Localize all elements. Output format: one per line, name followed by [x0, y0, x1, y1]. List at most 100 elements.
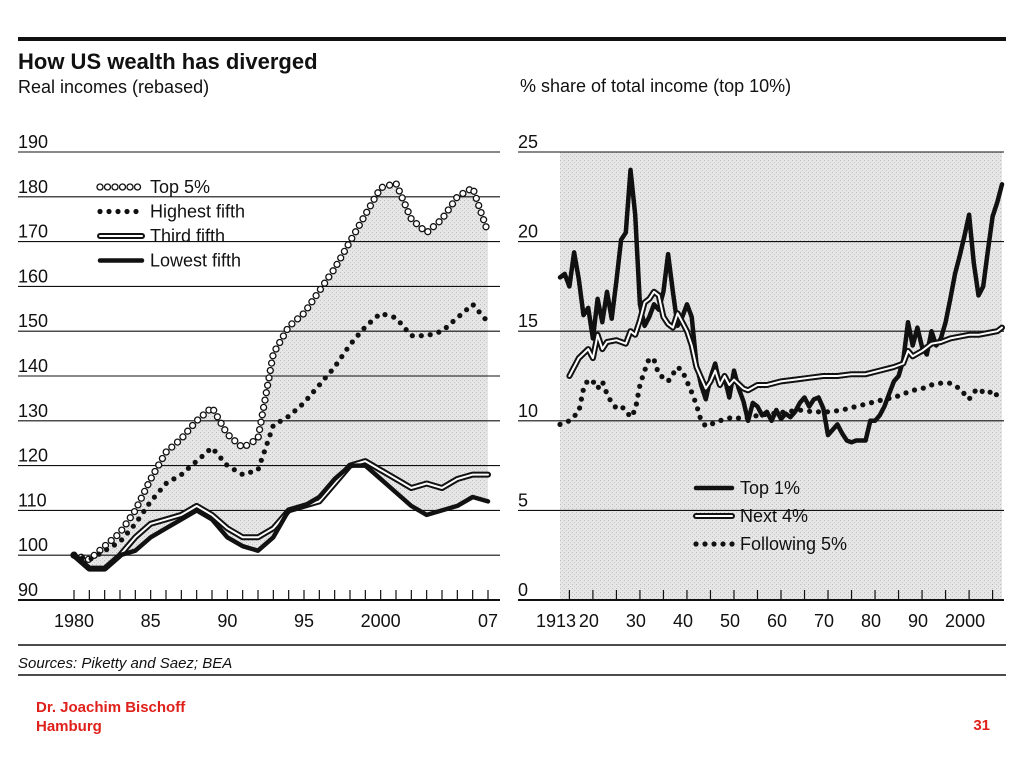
- right-chart-legend-label: Top 1%: [740, 478, 800, 498]
- right-chart-following-5pct-point: [633, 401, 640, 407]
- right-chart-subtitle: % share of total income (top 10%): [520, 76, 791, 96]
- left-chart-highest-fifth-point: [457, 313, 463, 319]
- left-chart-legend-item-lowest-fifth: Lowest fifth: [97, 251, 241, 271]
- left-chart-highest-fifth-point: [264, 440, 270, 446]
- left-chart-top-5pct-point: [231, 437, 239, 445]
- right-chart-x-tick-label: 30: [626, 611, 646, 631]
- left-chart-highest-fifth-point: [218, 455, 224, 461]
- left-chart-top-5pct-point: [257, 418, 265, 426]
- right-chart-following-5pct-point: [886, 395, 892, 401]
- left-chart-legend-swatch-highest-fifth-point: [133, 208, 139, 215]
- left-chart-highest-fifth-point: [277, 418, 283, 424]
- right-chart-following-5pct-point: [681, 372, 687, 378]
- left-chart-highest-fifth-point: [130, 523, 136, 529]
- left-chart-highest-fifth-point: [316, 382, 323, 388]
- left-chart-top-5pct-point: [236, 442, 245, 450]
- right-chart-y-tick-label: 10: [518, 401, 538, 421]
- left-chart-top-5pct-point: [440, 212, 448, 220]
- right-chart-following-5pct-point: [557, 421, 563, 427]
- right-chart-legend-swatch-following-5pct-point: [711, 541, 717, 547]
- right-chart-following-5pct-point: [961, 390, 967, 396]
- left-chart-top-5pct-point: [184, 427, 192, 435]
- left-chart-highest-fifth-point: [206, 447, 212, 454]
- left-chart-top-5pct-point: [113, 531, 121, 540]
- left-chart-top-5pct-point: [188, 421, 197, 430]
- right-chart-legend-item-following-5pct: Following 5%: [693, 534, 847, 554]
- right-chart-following-5pct-point: [868, 400, 875, 406]
- left-chart-legend-label: Lowest fifth: [150, 251, 241, 271]
- left-chart-legend-label: Top 5%: [150, 177, 210, 197]
- right-chart-following-5pct-point: [744, 415, 750, 421]
- left-chart-highest-fifth-point: [349, 339, 355, 345]
- left-chart-y-tick-label: 180: [18, 177, 48, 197]
- left-chart-highest-fifth-point: [141, 508, 147, 515]
- right-chart-following-5pct-point: [780, 409, 786, 415]
- right-chart-following-5pct-point: [645, 358, 651, 364]
- left-chart-x-tick-label: 85: [141, 611, 161, 631]
- right-chart-y-tick-label: 25: [518, 132, 538, 152]
- right-chart-following-5pct-point: [702, 422, 708, 428]
- left-chart-top-5pct-point: [210, 406, 218, 414]
- right-chart-following-5pct-point: [603, 389, 609, 395]
- right-chart-following-5pct-point: [671, 370, 677, 376]
- left-chart-top-5pct-point: [459, 189, 467, 198]
- left-chart-top-5pct-point: [359, 215, 367, 223]
- right-chart-following-5pct-point: [578, 396, 585, 402]
- left-chart-legend-item-highest-fifth: Highest fifth: [97, 202, 245, 222]
- right-chart-x-tick-label: 80: [861, 611, 881, 631]
- left-chart-highest-fifth-point: [231, 467, 237, 473]
- left-chart-top-5pct-point: [162, 448, 170, 456]
- left-chart-top-5pct-point: [261, 396, 269, 404]
- left-chart-highest-fifth-point: [361, 325, 367, 331]
- left-chart-top-5pct-point: [221, 426, 229, 434]
- left-chart-highest-fifth-point: [374, 313, 380, 319]
- left-chart-top-5pct-point: [337, 254, 345, 262]
- right-chart-next-4pct-line-inner: [568, 290, 1003, 392]
- right-chart-following-5pct-point: [824, 409, 831, 415]
- left-chart-top-5pct-point: [444, 206, 452, 214]
- right-chart-following-5pct-point: [833, 408, 840, 414]
- left-chart-y-tick-label: 90: [18, 580, 38, 600]
- left-chart-top-5pct-point: [254, 433, 262, 441]
- left-chart-highest-fifth-point: [104, 547, 110, 553]
- left-chart-highest-fifth-point: [397, 320, 403, 326]
- right-chart-following-5pct-point: [676, 365, 682, 371]
- left-chart-legend-swatch-top-5pct-point: [96, 183, 104, 191]
- left-chart-top-5pct-point: [249, 437, 257, 446]
- left-chart-top-5pct-point: [378, 183, 387, 191]
- right-chart-following-5pct-point: [938, 380, 944, 386]
- left-chart-highest-fifth-point: [267, 432, 273, 438]
- left-chart-top-5pct-point: [407, 214, 415, 223]
- right-chart-following-5pct-point: [807, 408, 813, 414]
- left-chart-highest-fifth-point: [292, 408, 298, 414]
- right-chart-following-5pct-point: [590, 379, 597, 385]
- left-chart-top-5pct-point: [217, 419, 225, 427]
- right-chart-following-5pct-point: [979, 388, 985, 394]
- left-chart-top-5pct-point: [276, 338, 284, 347]
- left-chart-top-5pct-point: [344, 241, 352, 249]
- right-chart-following-5pct-point: [612, 404, 618, 410]
- right-chart-following-5pct-point: [842, 406, 848, 412]
- right-chart-following-5pct-point: [718, 417, 724, 423]
- left-chart-series-lowest-fifth: [71, 463, 491, 571]
- left-chart-top-5pct-point: [325, 273, 333, 281]
- left-chart-top-5pct-point: [340, 247, 349, 256]
- left-chart-highest-fifth-point: [119, 537, 125, 543]
- left-chart-top-5pct-point: [259, 403, 268, 412]
- right-chart-following-5pct-point: [920, 385, 926, 391]
- left-chart-top-5pct-point: [429, 223, 438, 231]
- right-chart-y-tick-label: 0: [518, 580, 528, 600]
- right-chart-legend-label: Next 4%: [740, 506, 808, 526]
- left-chart-highest-fifth-point: [305, 395, 311, 401]
- right-chart-following-5pct-point: [967, 395, 973, 401]
- right-chart-following-5pct-point: [903, 390, 909, 396]
- left-chart-top-5pct-point: [363, 208, 371, 216]
- left-chart-top-5pct-point: [168, 443, 176, 451]
- left-chart-top-5pct-point: [418, 225, 426, 233]
- left-chart-top-5pct-point: [479, 216, 488, 224]
- left-chart-top-5pct-point: [151, 467, 159, 476]
- left-chart-highest-fifth-point: [328, 368, 334, 374]
- left-chart-top-5pct-point: [267, 359, 276, 367]
- right-chart-following-5pct-point: [666, 377, 672, 383]
